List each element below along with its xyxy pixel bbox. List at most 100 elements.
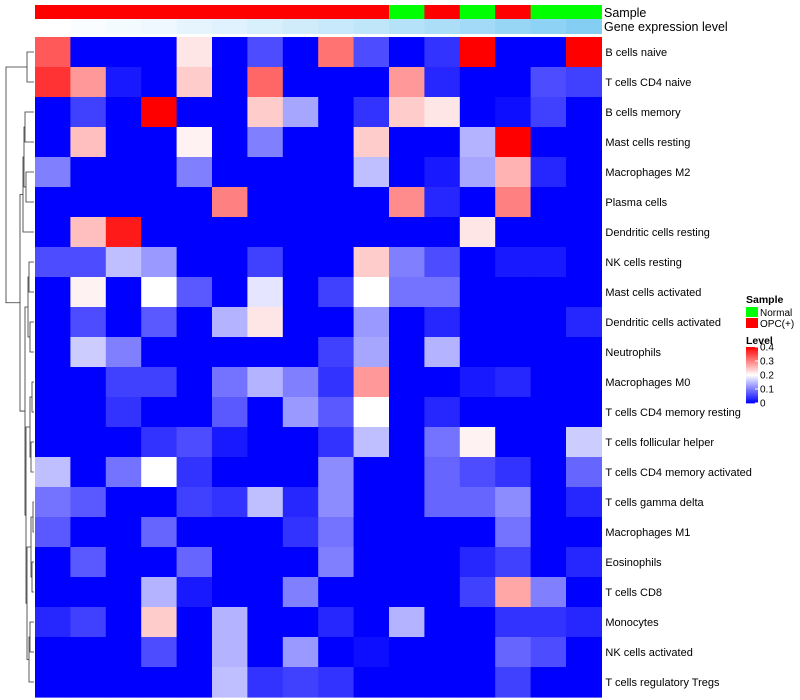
heatmap-cell: [105, 547, 142, 578]
heatmap-cell: [70, 667, 107, 698]
heatmap-cell: [247, 307, 284, 338]
heatmap-cell: [424, 217, 461, 248]
heatmap-cell: [282, 667, 319, 698]
heatmap-cell: [282, 97, 319, 128]
heatmap-cell: [212, 97, 248, 128]
heatmap-cell: [389, 157, 425, 188]
heatmap-cell: [389, 37, 425, 68]
heatmap-cell: [389, 217, 425, 248]
sample-annotation-cell: [141, 5, 178, 19]
heatmap-cell: [566, 277, 602, 308]
heatmap-cell: [282, 607, 319, 638]
heatmap-cell: [282, 247, 319, 278]
heatmap-cell: [247, 457, 284, 488]
heatmap-cell: [530, 127, 567, 158]
heatmap-cell: [247, 607, 284, 638]
heatmap-cell: [212, 367, 248, 398]
heatmap-cell: [424, 457, 461, 488]
heatmap-cell: [105, 187, 142, 218]
heatmap-cell: [141, 367, 178, 398]
level-legend-tick-label: 0.2: [760, 371, 774, 382]
heatmap-cell: [35, 217, 71, 248]
heatmap-cell: [318, 457, 355, 488]
heatmap-cell: [105, 157, 142, 188]
sample-legend-label: Normal: [760, 308, 792, 319]
row-label: NK cells resting: [605, 257, 681, 269]
heatmap-cell: [459, 277, 496, 308]
heatmap-cell: [424, 37, 461, 68]
heatmap-cell: [353, 97, 390, 128]
heatmap-cell: [459, 307, 496, 338]
level-legend-gradient-step: [746, 397, 758, 400]
dendrogram-branch: [29, 621, 34, 653]
heatmap-cell: [353, 307, 390, 338]
heatmap-cell: [247, 277, 284, 308]
gene-expression-annotation-cell: [424, 19, 461, 34]
dendrogram-branch: [19, 194, 25, 412]
heatmap-cell: [70, 217, 107, 248]
heatmap-cell: [459, 667, 496, 698]
row-label: Macrophages M2: [605, 167, 690, 179]
heatmap-cell: [35, 187, 71, 218]
heatmap-cell: [247, 667, 284, 698]
heatmap-cell: [353, 427, 390, 458]
sample-annotation-cell: [70, 5, 107, 19]
heatmap-cell: [424, 577, 461, 608]
dendrogram-branch: [5, 66, 27, 304]
heatmap-cell: [424, 97, 461, 128]
heatmap-cell: [389, 187, 425, 218]
heatmap-cell: [212, 517, 248, 548]
heatmap-cell: [35, 247, 71, 278]
heatmap-cell: [70, 367, 107, 398]
level-legend-gradient-step: [746, 369, 758, 372]
level-legend-gradient-step: [746, 386, 758, 388]
heatmap-cell: [35, 337, 71, 368]
heatmap-cell: [35, 367, 71, 398]
heatmap-cell: [212, 67, 248, 98]
heatmap-cell: [495, 337, 532, 368]
heatmap-cell: [247, 397, 284, 428]
heatmap-cell: [566, 457, 602, 488]
heatmap-cell: [424, 277, 461, 308]
row-label: T cells CD8: [605, 587, 662, 599]
sample-annotation-cell: [530, 5, 567, 19]
sample-annotation-cell: [282, 5, 319, 19]
heatmap-cell: [176, 187, 213, 218]
heatmap-cell: [70, 547, 107, 578]
gene-expression-annotation-cell: [176, 19, 213, 34]
row-labels: B cells naive T cells CD4 naive B cells me…: [605, 47, 752, 689]
heatmap-cell: [247, 157, 284, 188]
heatmap-cell: [212, 547, 248, 578]
heatmap-cell: [389, 517, 425, 548]
heatmap-cell: [459, 637, 496, 668]
heatmap-cell: [141, 397, 178, 428]
heatmap-cell: [566, 157, 602, 188]
heatmap-cell: [141, 487, 178, 518]
heatmap-cell: [389, 67, 425, 98]
heatmap-cell: [353, 337, 390, 368]
level-legend-gradient-step: [746, 362, 758, 365]
gene-expression-annotation-cell: [353, 19, 390, 34]
heatmap-cell: [424, 667, 461, 698]
heatmap-cell: [530, 277, 567, 308]
heatmap-cell: [141, 277, 178, 308]
heatmap-cell: [389, 427, 425, 458]
heatmap-cell: [212, 187, 248, 218]
row-label: T cells CD4 memory resting: [605, 407, 741, 419]
heatmap-cell: [424, 187, 461, 218]
heatmap-cell: [424, 307, 461, 338]
level-legend-gradient-step: [746, 387, 758, 390]
row-label: T cells gamma delta: [605, 497, 704, 509]
heatmap-cell: [35, 37, 71, 68]
level-legend-gradient-step: [746, 365, 758, 367]
heatmap-cell: [70, 397, 107, 428]
heatmap-cell: [318, 337, 355, 368]
heatmap-cell: [176, 637, 213, 668]
level-legend-gradient-step: [746, 363, 758, 366]
heatmap-cell: [141, 127, 178, 158]
heatmap-cell: [105, 127, 142, 158]
heatmap-cell: [282, 187, 319, 218]
heatmap-cell: [530, 397, 567, 428]
heatmap-cell: [424, 247, 461, 278]
heatmap-cell: [35, 577, 71, 608]
